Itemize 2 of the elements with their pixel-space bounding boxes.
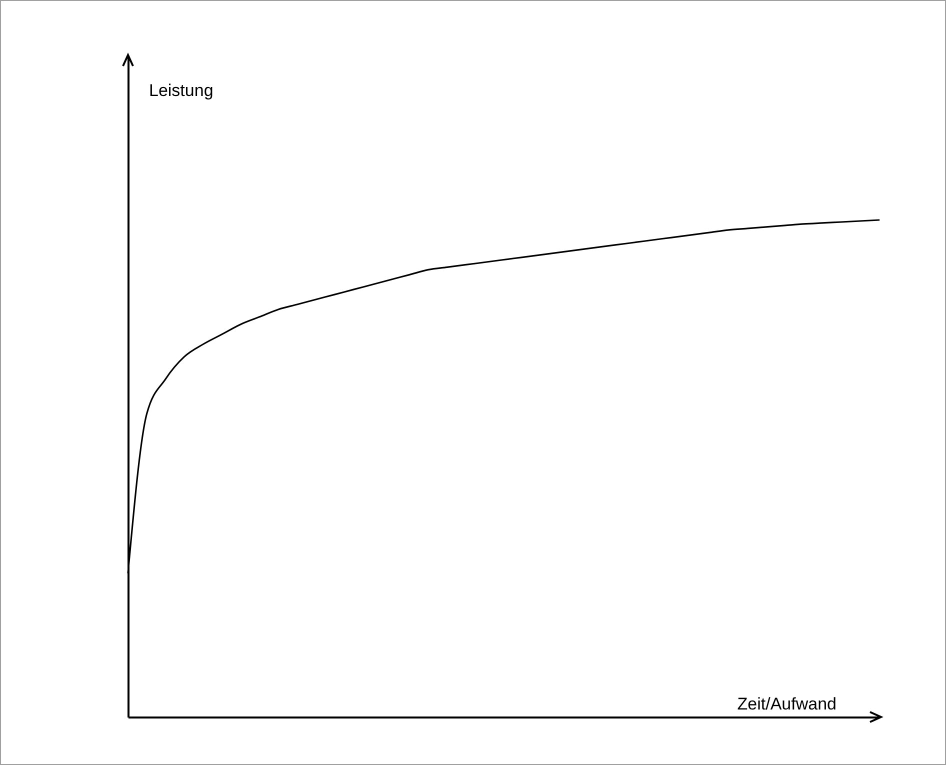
x-axis-title: Zeit/Aufwand xyxy=(737,694,836,714)
text: Leistung xyxy=(149,81,214,100)
